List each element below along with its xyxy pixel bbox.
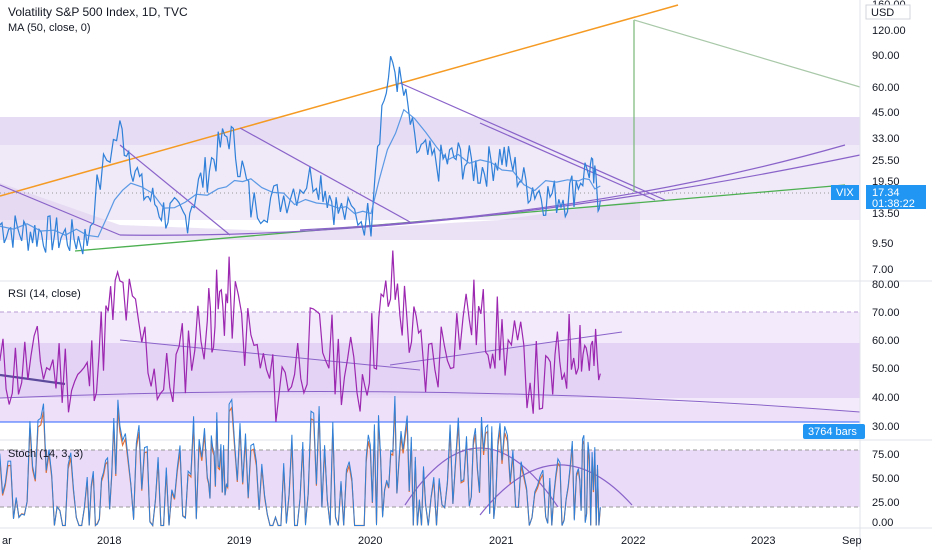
price-tick: 45.00: [872, 107, 900, 119]
rsi-pane: [0, 250, 861, 423]
rsi-legend[interactable]: RSI (14, close): [8, 288, 81, 300]
rsi-tick: 50.00: [872, 363, 900, 375]
rsi-trend-segment: [0, 373, 66, 386]
stoch-tick: 25.00: [872, 497, 900, 509]
time-label: 2019: [227, 535, 251, 547]
ticker-badge: [831, 185, 859, 200]
rsi-tick: 40.00: [872, 392, 900, 404]
price-pane: [0, 4, 861, 255]
time-label: 2021: [489, 535, 513, 547]
rsi-trend-2: [389, 331, 623, 366]
rsi-band-inner: [0, 343, 860, 398]
stoch-tick: 0.00: [872, 517, 893, 529]
price-tick: 33.00: [872, 133, 900, 145]
time-label: 2018: [97, 535, 121, 547]
rsi-tick: 80.00: [872, 279, 900, 291]
time-label: 2022: [621, 535, 645, 547]
price-wedge-fill: [0, 183, 640, 240]
currency-box[interactable]: [865, 4, 911, 20]
ticker-label: VIX: [836, 187, 854, 199]
price-tick: 120.00: [872, 25, 906, 37]
stoch-legend[interactable]: Stoch (14, 3, 3): [8, 448, 83, 460]
trend-purple-diag-5: [479, 122, 656, 201]
price-axis[interactable]: 160.00 120.00 90.00 60.00 45.00 33.00 25…: [872, 0, 906, 276]
stoch-tick: 50.00: [872, 473, 900, 485]
rsi-tick: 30.00: [872, 421, 900, 433]
price-tick: 13.50: [872, 208, 900, 220]
rsi-axis[interactable]: 80.00 70.00 60.00 50.00 40.00 30.00: [872, 279, 900, 433]
time-label: 2023: [751, 535, 775, 547]
rsi-tick: 60.00: [872, 335, 900, 347]
stoch-pane: [0, 395, 860, 528]
price-tick: 60.00: [872, 82, 900, 94]
bars-badge: [803, 424, 865, 439]
trend-purple-diag-2: [119, 144, 231, 236]
chart-title[interactable]: Volatility S&P 500 Index, 1D, TVC: [8, 5, 188, 19]
stoch-k-line: [0, 395, 601, 527]
rsi-trend-curve: [0, 391, 861, 413]
ma-legend[interactable]: MA (50, close, 0): [8, 22, 91, 34]
rsi-wedge-fill: [0, 394, 860, 422]
time-label: Sep: [842, 535, 862, 547]
trend-purple-curve-b: [299, 144, 846, 231]
last-price-value: 17.34: [872, 187, 900, 199]
time-label: 2020: [358, 535, 382, 547]
price-tick: 90.00: [872, 50, 900, 62]
bars-badge-label: 3764 bars: [808, 426, 857, 438]
price-zone-band-1: [0, 117, 860, 145]
stoch-axis[interactable]: 75.00 50.00 25.00 0.00: [872, 449, 900, 529]
trend-orange-upper: [0, 4, 679, 197]
trend-purple-diag-1: [0, 184, 121, 236]
time-axis[interactable]: ar 2018 2019 2020 2021 2022 2023 Sep: [2, 535, 862, 547]
last-price-badge: [866, 185, 926, 209]
rsi-tick: 70.00: [872, 307, 900, 319]
trend-purple-diag-3: [239, 127, 411, 223]
trend-purple-curve-a: [119, 154, 861, 236]
price-tick: 25.50: [872, 155, 900, 167]
price-tick: 7.00: [872, 264, 893, 276]
stoch-tick: 75.00: [872, 449, 900, 461]
stoch-band: [0, 450, 860, 507]
ma-series-line: [0, 108, 601, 238]
trend-purple-diag-4: [399, 82, 666, 201]
time-label: ar: [2, 535, 12, 547]
projection-diagonal: [633, 19, 861, 88]
countdown-value: 01:38:22: [872, 198, 915, 210]
currency-label: USD: [871, 7, 894, 19]
stoch-arc-2: [479, 464, 633, 516]
rsi-series-line: [0, 250, 601, 422]
price-tick: 9.50: [872, 238, 893, 250]
